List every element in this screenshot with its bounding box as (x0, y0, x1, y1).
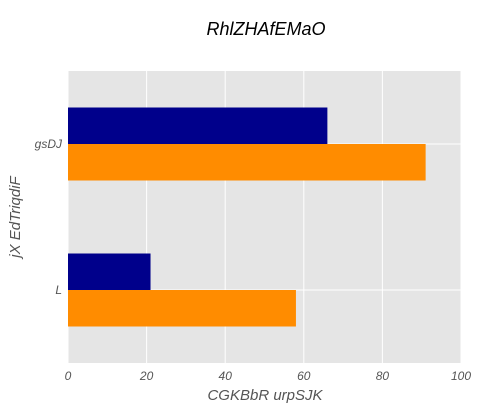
y-tick-label: gsDJ (35, 137, 63, 151)
y-tick-label: L (55, 283, 62, 297)
bar-series1-L (68, 253, 151, 290)
x-tick-label: 100 (451, 369, 471, 383)
y-tick-labels: gsDJ L (35, 137, 63, 297)
x-tick-label: 0 (65, 369, 72, 383)
x-axis-label: CGKBbR urpSJK (207, 387, 323, 404)
bar-series2-L (68, 290, 296, 327)
y-axis-label: jX EdTriqdiF (7, 175, 24, 259)
x-tick-label: 20 (139, 369, 154, 383)
bars (68, 107, 426, 327)
bar-series2-gsDJ (68, 144, 426, 181)
x-tick-labels: 0 20 40 60 80 100 (65, 369, 472, 383)
x-tick-label: 80 (376, 369, 390, 383)
x-tick-label: 60 (297, 369, 311, 383)
x-tick-label: 40 (219, 369, 233, 383)
chart-title: RhlZHAfEMaO (206, 19, 325, 39)
bar-series1-gsDJ (68, 107, 328, 144)
